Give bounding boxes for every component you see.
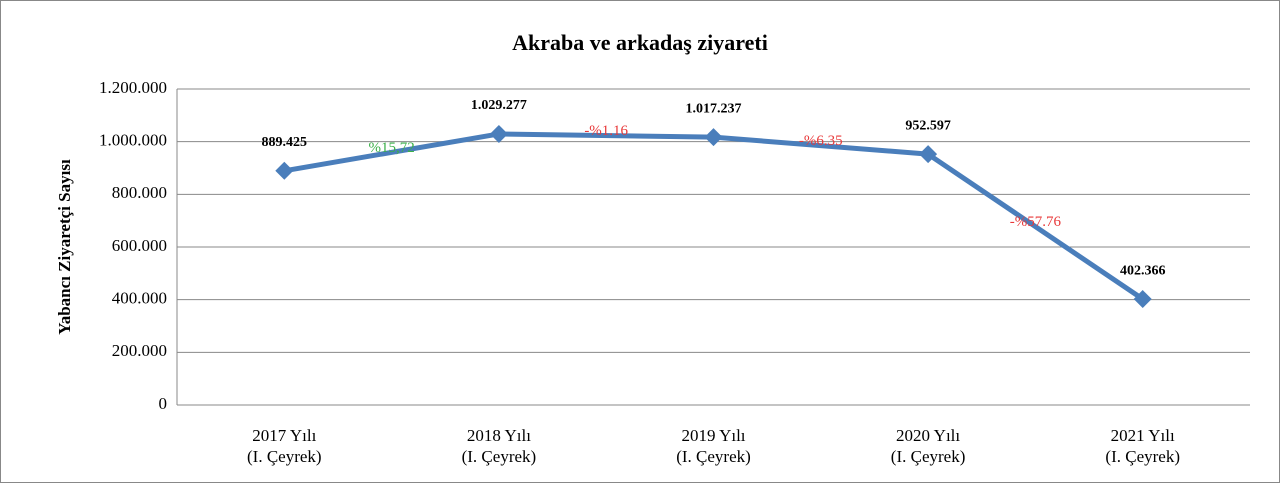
x-tick-label-line: 2018 Yılı [467, 426, 531, 445]
y-tick-label: 1.200.000 [99, 78, 167, 97]
y-tick-label: 1.000.000 [99, 131, 167, 150]
marker [1133, 290, 1152, 309]
x-tick-label-line: (I. Çeyrek) [462, 447, 537, 466]
marker [919, 145, 938, 164]
change-annotation: -%57.76 [1010, 214, 1062, 230]
y-tick-label: 0 [159, 394, 168, 413]
marker [489, 124, 508, 143]
y-tick-label: 400.000 [112, 289, 167, 308]
data-label: 952.597 [905, 118, 951, 133]
x-tick-label-line: 2019 Yılı [681, 426, 745, 445]
x-tick-label-line: (I. Çeyrek) [247, 447, 322, 466]
marker [275, 161, 294, 180]
x-tick-label-line: 2020 Yılı [896, 426, 960, 445]
x-tick-label-line: 2021 Yılı [1111, 426, 1175, 445]
x-tick-label: 2018 Yılı (I. Çeyrek) [462, 426, 537, 466]
y-tick-label: 200.000 [112, 341, 167, 360]
chart-title: Akraba ve arkadaş ziyareti [512, 30, 768, 55]
data-label: 1.029.277 [471, 98, 527, 113]
marker [704, 128, 723, 147]
x-tick-label: 2017 Yılı (I. Çeyrek) [247, 426, 322, 466]
data-label: 402.366 [1120, 263, 1166, 278]
change-annotation: -%6.35 [799, 133, 843, 149]
x-tick-label-line: 2017 Yılı [252, 426, 316, 445]
change-annotation: -%1.16 [584, 123, 628, 139]
x-tick-label-line: (I. Çeyrek) [891, 447, 966, 466]
x-tick-label: 2020 Yılı (I. Çeyrek) [891, 426, 966, 466]
x-tick-label: 2019 Yılı (I. Çeyrek) [676, 426, 751, 466]
data-label: 1.017.237 [686, 101, 742, 116]
x-tick-label-line: (I. Çeyrek) [1105, 447, 1180, 466]
y-axis-label: Yabancı Ziyaretçi Sayısı [55, 159, 74, 335]
y-tick-label: 800.000 [112, 183, 167, 202]
data-label: 889.425 [262, 135, 308, 150]
y-tick-label: 600.000 [112, 236, 167, 255]
x-tick-label: 2021 Yılı (I. Çeyrek) [1105, 426, 1180, 466]
change-annotation: %15,72 [368, 140, 414, 156]
x-tick-label-line: (I. Çeyrek) [676, 447, 751, 466]
